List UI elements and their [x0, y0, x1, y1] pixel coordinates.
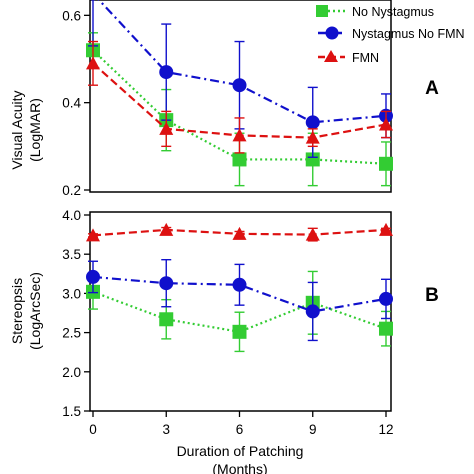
data-point-no-nystagmus-a-4 [379, 156, 393, 171]
data-point-no-nystagmus-b-1 [159, 312, 174, 327]
x-tick-label-0: 0 [89, 422, 97, 437]
y-tick-label-b-3: 3.0 [62, 286, 81, 301]
series-line-nystagmus-no-fmn-a [97, 0, 387, 124]
data-point-nystagmus-no-fmn-b-3 [305, 304, 320, 319]
panel-b: 1.5 2.0 2.5 3.0 3.5 4.0 0 3 6 9 12 Stereopsis (Lo… [9, 208, 439, 437]
data-point-nystagmus-no-fmn-b-2 [232, 277, 247, 292]
data-point-no-nystagmus-a-3 [305, 152, 320, 167]
data-point-nystagmus-no-fmn-a-3 [305, 115, 320, 130]
data-point-nystagmus-no-fmn-a-2 [232, 78, 247, 93]
y-axis-label-a: Visual Acuity [9, 90, 25, 169]
y-tick-label-b-4: 3.5 [62, 247, 81, 262]
y-axis-unit-b: (LogArcSec) [27, 272, 43, 350]
data-point-no-nystagmus-b-2 [232, 324, 247, 339]
x-tick-label-2: 6 [236, 422, 244, 437]
legend-marker-no-nystagmus [316, 5, 328, 17]
x-axis-label: Duration of Patching [177, 443, 304, 459]
series-group-b [86, 222, 393, 353]
series-nystagmus-no-fmn-b [86, 258, 393, 342]
panel-label-b: B [425, 285, 439, 306]
x-tick-label-4: 12 [378, 422, 393, 437]
y-tick-label-b-1: 2.0 [62, 365, 81, 380]
y-axis-ticks-a: 0.2 0.4 0.6 [62, 8, 90, 198]
data-point-nystagmus-no-fmn-a-0 [90, 0, 96, 1]
y-tick-label-b-5: 4.0 [62, 208, 81, 223]
data-point-fmn-a-1 [159, 121, 174, 135]
y-tick-label-a-0: 0.2 [62, 183, 81, 198]
data-point-fmn-b-4 [379, 222, 393, 236]
series-fmn-a [86, 40, 393, 154]
x-axis-ticks: 0 3 6 9 12 [89, 411, 394, 437]
y-axis-label-b: Stereopsis [9, 278, 25, 344]
data-point-no-nystagmus-a-2 [232, 152, 247, 167]
data-point-nystagmus-no-fmn-a-1 [159, 65, 174, 80]
data-point-fmn-b-1 [159, 222, 174, 236]
legend-label-fmn: FMN [352, 51, 379, 65]
legend-marker-nystagmus-no-fmn [325, 26, 339, 40]
y-tick-label-a-2: 0.6 [62, 8, 81, 23]
data-point-nystagmus-no-fmn-b-0 [86, 269, 100, 284]
data-point-fmn-b-0 [86, 228, 100, 242]
y-tick-label-b-0: 1.5 [62, 404, 81, 419]
series-fmn-b [86, 222, 393, 242]
data-point-nystagmus-no-fmn-b-1 [159, 276, 174, 291]
legend-marker-fmn [324, 50, 338, 62]
legend-label-no-nystagmus: No Nystagmus [352, 5, 434, 19]
data-point-fmn-a-0 [86, 56, 100, 70]
legend-label-nystagmus-no-fmn: Nystagmus No FMN [352, 27, 465, 41]
plot-frame-a [89, 0, 392, 193]
y-axis-ticks-b: 1.5 2.0 2.5 3.0 3.5 4.0 [62, 208, 90, 419]
y-axis-unit-a: (LogMAR) [27, 98, 43, 162]
data-point-fmn-b-3 [305, 227, 320, 241]
panel-label-a: A [425, 78, 439, 99]
x-axis-unit: (Months) [212, 461, 267, 474]
legend-item-no-nystagmus: No Nystagmus [316, 5, 434, 19]
x-tick-label-1: 3 [162, 422, 170, 437]
data-point-nystagmus-no-fmn-b-4 [379, 291, 393, 306]
legend-item-nystagmus-no-fmn: Nystagmus No FMN [318, 26, 465, 41]
y-tick-label-a-1: 0.4 [62, 96, 81, 111]
data-point-fmn-a-3 [305, 130, 320, 144]
data-point-no-nystagmus-b-4 [379, 321, 393, 336]
y-tick-label-b-2: 2.5 [62, 326, 81, 341]
data-point-fmn-a-4 [379, 117, 393, 131]
plot-frame-b [89, 211, 392, 412]
legend-item-fmn: FMN [318, 50, 379, 65]
data-point-fmn-a-2 [232, 128, 247, 142]
x-tick-label-3: 9 [309, 422, 317, 437]
legend: No Nystagmus Nystagmus No FMN FMN [316, 5, 465, 65]
data-point-fmn-b-2 [232, 226, 247, 240]
panel-a: 0.2 0.4 0.6 Visual Acuity (LogMAR) A [9, 0, 439, 198]
series-group-a [86, 0, 393, 187]
